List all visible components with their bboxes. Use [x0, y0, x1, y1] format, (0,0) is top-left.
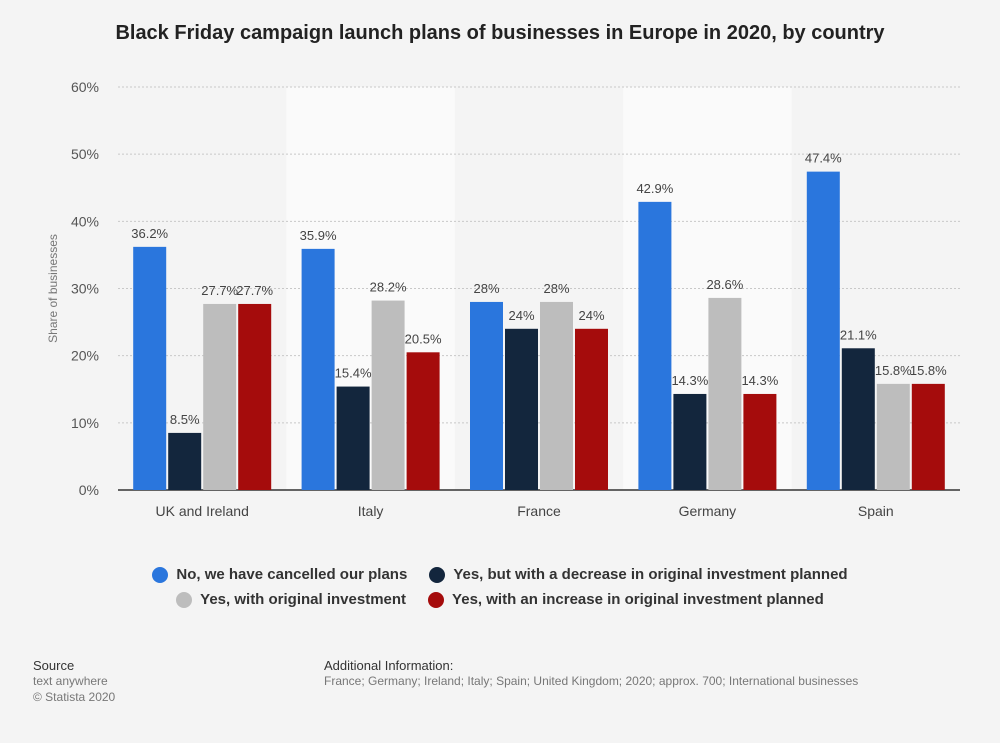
additional-info-text: France; Germany; Ireland; Italy; Spain; …: [324, 674, 859, 688]
bar: [371, 300, 405, 490]
bar: [911, 383, 945, 490]
bar: [708, 297, 742, 490]
x-tick-label: Italy: [358, 503, 384, 519]
legend-marker: [428, 591, 445, 608]
data-label: 35.9%: [300, 228, 337, 243]
bar: [203, 303, 237, 490]
bar: [806, 171, 840, 490]
legend-item-original[interactable]: Yes, with original investment: [176, 591, 406, 608]
y-tick-label: 40%: [71, 213, 99, 229]
data-label: 14.3%: [671, 373, 708, 388]
bar: [540, 301, 573, 490]
legend-item-cancelled[interactable]: No, we have cancelled our plans: [152, 566, 407, 583]
y-tick-label: 60%: [71, 79, 99, 95]
data-label: 47.4%: [805, 151, 842, 166]
data-label: 24%: [578, 308, 604, 323]
bar: [673, 393, 707, 490]
data-label: 28.2%: [370, 280, 407, 295]
data-label: 20.5%: [405, 331, 442, 346]
legend-label: Yes, with an increase in original invest…: [452, 591, 824, 608]
legend-item-decrease[interactable]: Yes, but with a decrease in original inv…: [429, 566, 848, 583]
data-label: 21.1%: [840, 327, 877, 342]
y-tick-label: 10%: [71, 415, 99, 431]
y-axis-title: Share of businesses: [46, 234, 60, 343]
source-block: Source text anywhere © Statista 2020: [33, 658, 115, 705]
data-label: 36.2%: [131, 226, 168, 241]
legend-label: Yes, but with a decrease in original inv…: [453, 566, 848, 583]
copyright-line: © Statista 2020: [33, 690, 116, 704]
data-label: 28.6%: [706, 277, 743, 292]
bar: [743, 393, 777, 490]
bar: [406, 352, 440, 490]
data-label: 15.8%: [910, 363, 947, 378]
data-label: 27.7%: [201, 283, 238, 298]
legend-marker: [429, 566, 446, 583]
data-label: 42.9%: [636, 181, 673, 196]
bar: [238, 303, 272, 490]
data-label: 15.8%: [875, 363, 912, 378]
data-label: 28%: [543, 281, 569, 296]
bar: [876, 383, 910, 490]
data-label: 27.7%: [236, 283, 273, 298]
bar: [336, 386, 370, 490]
bar: [841, 348, 875, 490]
legend: No, we have cancelled our plans Yes, but…: [0, 566, 1000, 616]
data-label: 8.5%: [170, 412, 200, 427]
data-label: 24%: [508, 308, 534, 323]
bar: [505, 328, 538, 490]
legend-marker: [152, 566, 169, 583]
x-tick-label: UK and Ireland: [155, 503, 248, 519]
data-label: 15.4%: [335, 366, 372, 381]
legend-row-2: Yes, with original investment Yes, with …: [0, 591, 1000, 608]
legend-label: Yes, with original investment: [200, 591, 407, 608]
y-tick-label: 30%: [71, 281, 99, 297]
data-label: 14.3%: [741, 373, 778, 388]
bar: [301, 248, 335, 490]
legend-item-increase[interactable]: Yes, with an increase in original invest…: [428, 591, 824, 608]
y-tick-label: 50%: [71, 146, 99, 162]
source-line[interactable]: text anywhere: [33, 674, 108, 688]
x-tick-label: Spain: [858, 503, 894, 519]
x-tick-label: France: [517, 503, 561, 519]
data-label: 28%: [473, 281, 499, 296]
chart-title: Black Friday campaign launch plans of bu…: [115, 22, 885, 44]
additional-info-label: Additional Information:: [324, 658, 454, 673]
bar: [133, 246, 167, 490]
source-label: Source: [33, 658, 75, 673]
bar: [638, 201, 672, 491]
bar: [470, 301, 503, 490]
bar: [575, 328, 608, 490]
y-tick-label: 20%: [71, 348, 99, 364]
x-tick-label: Germany: [679, 503, 737, 519]
y-tick-label: 0%: [79, 482, 99, 498]
legend-label: No, we have cancelled our plans: [176, 566, 408, 583]
bar: [168, 432, 202, 490]
additional-info-block: Additional Information: France; Germany;…: [324, 658, 858, 689]
chart-svg: 0% 10% 20% 30% 40% 50% 60% Share of businesses 3…: [46, 79, 960, 519]
legend-marker: [176, 591, 193, 608]
legend-row-1: No, we have cancelled our plans Yes, but…: [0, 566, 1000, 583]
